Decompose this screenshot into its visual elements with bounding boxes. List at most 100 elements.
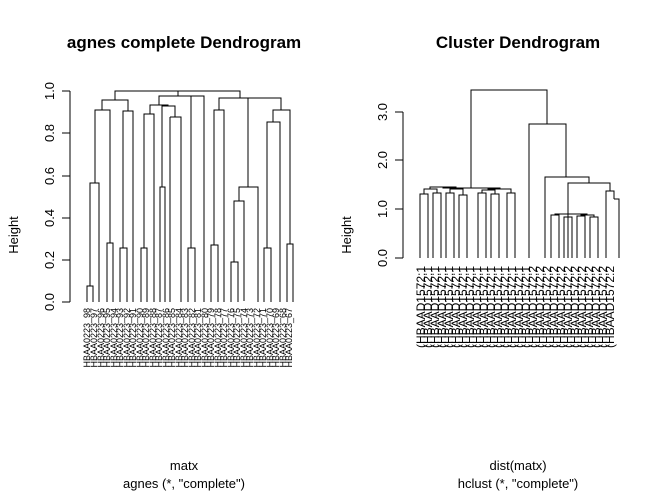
right-leaf-label: (HBAAD1572:1 — [477, 266, 491, 348]
right-merge-19 — [589, 216, 599, 258]
left-leaf-label: HBAA0223_76 — [226, 308, 236, 368]
right-ylabel: Height — [339, 216, 354, 254]
left-merge-16 — [213, 109, 225, 302]
right-merge-22 — [605, 190, 620, 258]
right-leaf-label: (HBAAD1572:1 — [414, 266, 428, 348]
left-merge-18 — [233, 200, 245, 301]
left-leaf-label: HBAA0223_90 — [135, 308, 145, 368]
left-leaf-labels: HBAA0223_98 HBAA0223_97 HBAA0223_96 HBAA… — [82, 308, 294, 368]
left-merge-24 — [247, 97, 282, 187]
right-ytick-3: 3.0 — [375, 103, 390, 121]
left-leaf-label: HBAA0223_98 — [82, 308, 92, 368]
right-merge-23 — [567, 182, 611, 258]
right-leaf-label: (HBAAD1572:2 — [582, 266, 596, 348]
right-leaf-label: (HBAAD1572:1 — [421, 266, 435, 348]
left-merge-19 — [238, 186, 259, 302]
left-xlabel: matx — [170, 458, 199, 473]
left-merge-22 — [286, 243, 294, 302]
right-merge-26 — [470, 89, 548, 188]
right-merge-25 — [528, 123, 567, 244]
left-merge-14 — [158, 95, 198, 105]
left-merge-13 — [190, 95, 205, 302]
right-leaf-label: (HBAAD1572:1 — [519, 266, 533, 348]
left-merge-26 — [114, 90, 179, 100]
left-merge-21 — [266, 121, 281, 302]
right-merge-4 — [445, 192, 455, 258]
left-leaf-label: HBAA0223_71 — [258, 308, 268, 368]
left-merge-12 — [187, 247, 196, 302]
right-leaf-label: (HBAAD1572:2 — [533, 266, 547, 348]
left-sub-caption: agnes (*, "complete") — [123, 476, 245, 491]
left-ytick-0: 0.0 — [42, 293, 57, 311]
left-leaf-label: HBAA0223_88 — [148, 308, 158, 368]
left-leaf-label: HBAA0223_85 — [167, 308, 177, 368]
right-leaf-label: (HBAAD1572:1 — [428, 266, 442, 348]
right-leaf-label: (HBAAD1572:1 — [449, 266, 463, 348]
right-merge-11 — [506, 192, 516, 258]
right-merge-1 — [419, 193, 429, 258]
left-leaf-label: HBAA0223_91 — [128, 308, 138, 368]
right-leaf-label: (HBAAD1572:1 — [456, 266, 470, 348]
right-leaf-label: (HBAAD1572:2 — [575, 266, 589, 348]
right-ytick-2: 2.0 — [375, 151, 390, 169]
left-leaf-label: HBAA0223_79 — [206, 308, 216, 368]
right-leaf-label: (HBAAD1572:2 — [547, 266, 561, 348]
right-dendrogram-tree — [419, 89, 620, 258]
left-leaf-label: HBAA0223_84 — [174, 308, 184, 368]
left-merge-2 — [89, 182, 100, 302]
left-leaf-label: HBAA0223_73 — [245, 308, 255, 368]
left-leaf-label: HBAA0223_93 — [115, 308, 125, 368]
right-leaf-label: (HBAAD1572:2 — [603, 266, 617, 348]
left-leaf-label: HBAA0223_83 — [180, 308, 190, 368]
left-ytick-5: 1.0 — [42, 82, 57, 100]
left-merge-6 — [101, 99, 129, 111]
right-merge-9 — [490, 193, 500, 258]
left-leaf-label: HBAA0223_67 — [284, 308, 294, 368]
right-leaf-label: (HBAAD1572:2 — [589, 266, 603, 348]
right-leaf-label: (HBAAD1572:2 — [561, 266, 575, 348]
left-y-axis: 0.0 0.2 0.4 0.6 0.8 1.0 Height — [6, 82, 71, 311]
right-leaf-label: (HBAAD1572:1 — [491, 266, 505, 348]
right-leaf-label: (HBAAD1572:1 — [498, 266, 512, 348]
left-merge-3 — [94, 109, 114, 302]
left-leaf-label: HBAA0223_75 — [232, 308, 242, 368]
left-leaf-label: HBAA0223_97 — [89, 308, 99, 368]
left-merge-8 — [143, 113, 155, 302]
left-leaf-label: HBAA0223_87 — [154, 308, 164, 368]
left-ytick-4: 0.8 — [42, 124, 57, 142]
right-leaf-label: (HBAAD1572:1 — [463, 266, 477, 348]
right-leaf-label: (HBAAD1572:1 — [505, 266, 519, 348]
right-merge-18 — [576, 215, 586, 258]
right-merge-2 — [432, 192, 442, 258]
left-leaf-label: HBAA0223_86 — [161, 308, 171, 368]
left-merge-20 — [263, 247, 272, 302]
right-leaf-label: (HBAAD1572:1 — [442, 266, 456, 348]
left-ytick-3: 0.6 — [42, 167, 57, 185]
left-ytick-1: 0.2 — [42, 251, 57, 269]
right-leaf-label: (HBAAD1572:2 — [540, 266, 554, 348]
right-merge-5 — [458, 194, 468, 258]
left-ytick-2: 0.4 — [42, 209, 57, 227]
left-merge-15 — [210, 244, 219, 302]
right-leaf-label: (HBAAD1572:2 — [526, 266, 540, 348]
left-leaf-label: HBAA0223_92 — [122, 308, 132, 368]
right-ytick-0: 0.0 — [375, 249, 390, 267]
left-merge-23 — [272, 109, 291, 244]
left-merge-25 — [218, 97, 264, 110]
left-merge-17 — [230, 261, 239, 302]
right-merge-21 — [562, 213, 588, 215]
right-merge-24 — [544, 176, 590, 258]
right-merge-6 — [449, 188, 464, 195]
right-merge-8 — [477, 192, 487, 258]
left-merge-27 — [147, 90, 241, 98]
left-dendrogram-panel: agnes complete Dendrogram 0.0 0.2 0.4 0.… — [6, 33, 301, 491]
right-y-axis: 0.0 1.0 2.0 3.0 Height — [339, 103, 404, 267]
left-merge-5 — [122, 110, 134, 302]
left-leaf-label: HBAA0223_82 — [187, 308, 197, 368]
left-leaf-label: HBAA0223_94 — [109, 308, 119, 368]
left-leaf-label: HBAA0223_69 — [271, 308, 281, 368]
left-title: agnes complete Dendrogram — [67, 33, 301, 52]
left-merge-1 — [86, 285, 94, 302]
left-dendrogram-tree — [86, 90, 294, 302]
